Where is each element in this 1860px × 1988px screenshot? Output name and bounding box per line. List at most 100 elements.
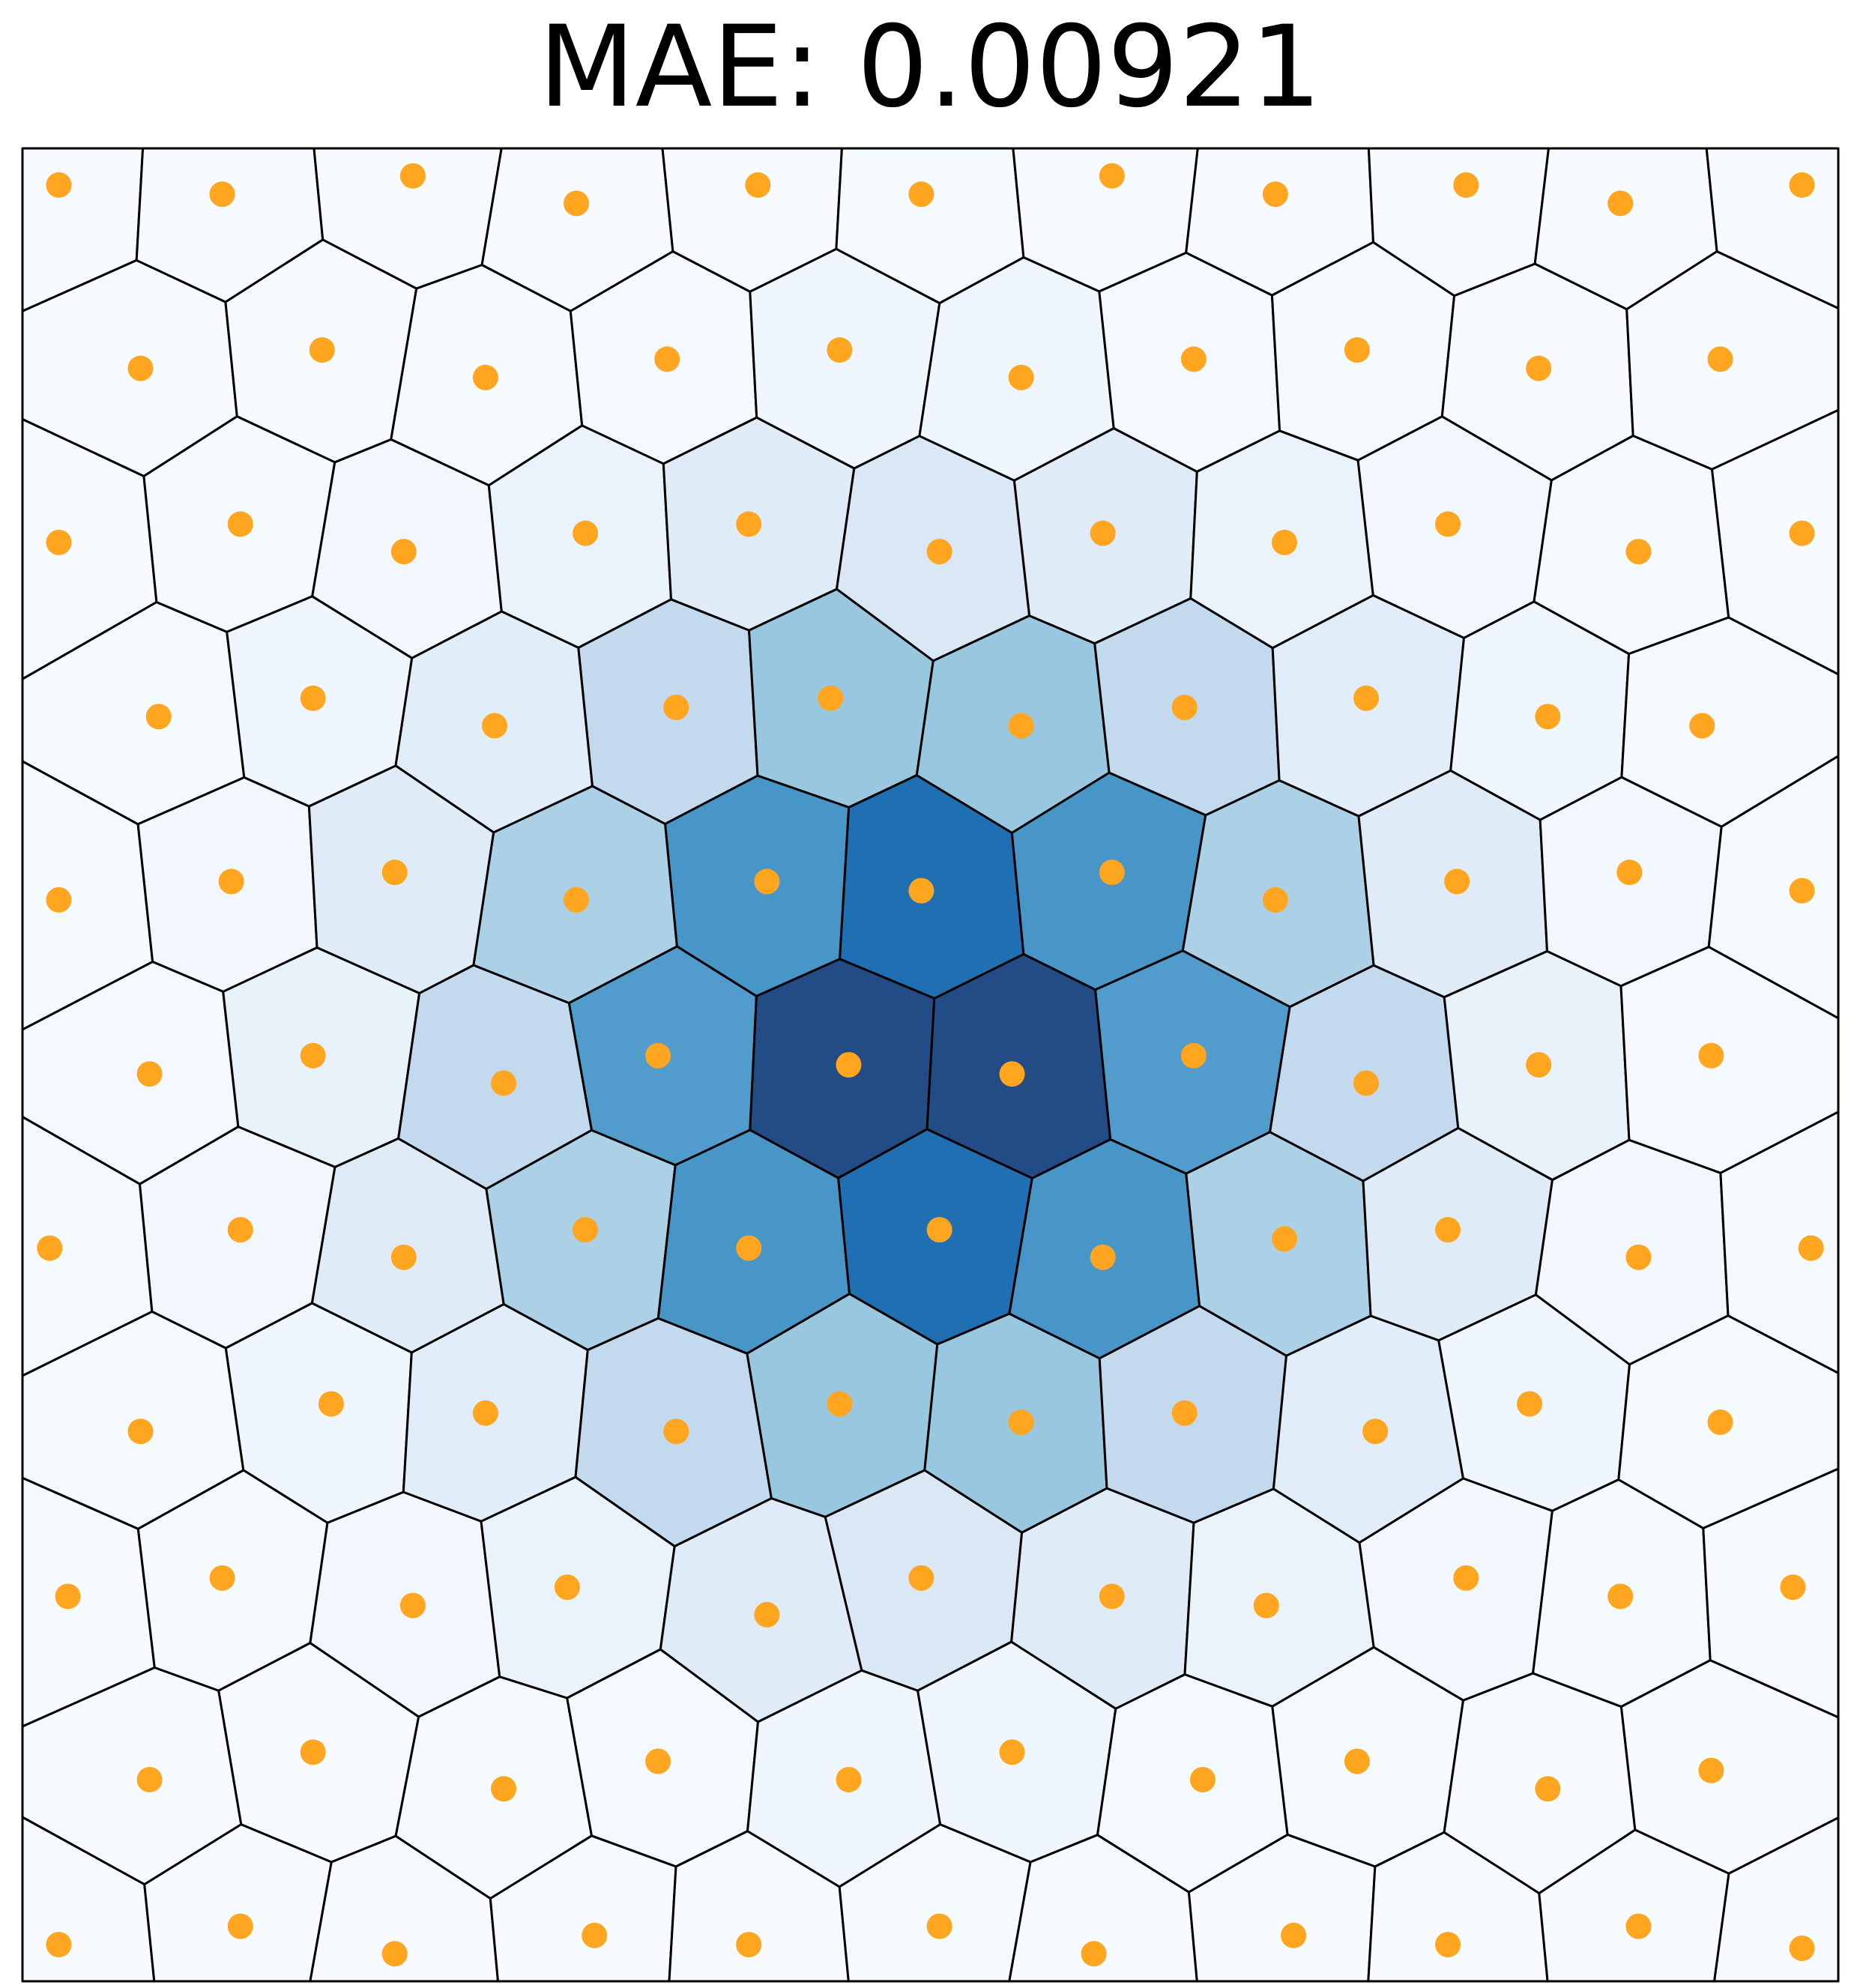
voronoi-cell	[835, 147, 1025, 304]
sample-point	[491, 1776, 517, 1802]
sample-point	[736, 1932, 762, 1958]
sample-point	[736, 1235, 762, 1261]
sample-point	[1789, 1935, 1815, 1961]
sample-point	[564, 190, 590, 217]
sample-point	[573, 520, 599, 546]
sample-point	[654, 346, 680, 372]
sample-point	[663, 1419, 689, 1445]
sample-point	[55, 1583, 81, 1610]
sample-point	[481, 713, 507, 739]
sample-point	[1535, 704, 1561, 730]
cells	[21, 147, 1840, 1983]
voronoi-cell	[1367, 147, 1550, 297]
sample-point	[926, 1913, 952, 1939]
sample-point	[1444, 868, 1470, 895]
voronoi-cell	[1185, 147, 1374, 297]
sample-point	[1780, 1574, 1806, 1601]
sample-point	[1625, 539, 1652, 565]
sample-point	[582, 1922, 608, 1948]
sample-point	[573, 1217, 599, 1243]
sample-point	[1607, 1583, 1634, 1610]
sample-point	[46, 1932, 72, 1958]
sample-point	[1262, 181, 1288, 208]
sample-point	[645, 1748, 671, 1774]
sample-point	[645, 1042, 671, 1069]
sample-point	[390, 539, 417, 565]
sample-point	[227, 511, 253, 537]
sample-point	[1526, 1052, 1552, 1078]
sample-point	[136, 1061, 163, 1087]
sample-point	[227, 1217, 253, 1243]
sample-point	[399, 1592, 426, 1619]
sample-point	[1625, 1913, 1652, 1939]
sample-point	[1253, 1592, 1279, 1619]
sample-point	[1090, 1244, 1116, 1270]
sample-point	[1171, 695, 1198, 721]
sample-point	[218, 868, 244, 895]
sample-point	[300, 1739, 326, 1765]
sample-point	[1189, 1766, 1216, 1792]
sample-point	[754, 1601, 780, 1628]
sample-point	[1798, 1235, 1824, 1261]
sample-point	[1271, 1226, 1297, 1252]
sample-point	[136, 1766, 163, 1792]
voronoi-cell	[1012, 147, 1199, 293]
sample-point	[472, 364, 498, 390]
sample-point	[37, 1235, 63, 1261]
sample-point	[818, 685, 844, 711]
sample-point	[472, 1400, 498, 1426]
sample-point	[564, 886, 590, 913]
sample-point	[1625, 1244, 1652, 1270]
sample-point	[1099, 163, 1125, 189]
sample-point	[1090, 520, 1116, 546]
sample-point	[827, 1391, 853, 1417]
sample-point	[1789, 877, 1815, 904]
sample-point	[1689, 713, 1715, 739]
voronoi-cell	[135, 147, 324, 303]
sample-point	[127, 355, 154, 381]
sample-point	[1344, 337, 1370, 363]
sample-point	[1616, 859, 1643, 886]
sample-point	[908, 181, 934, 208]
sample-point	[1281, 1922, 1307, 1948]
sample-point	[390, 1244, 417, 1270]
sample-point	[554, 1574, 580, 1601]
sample-point	[46, 886, 72, 913]
sample-point	[145, 704, 172, 730]
sample-point	[381, 859, 408, 886]
sample-point	[1008, 364, 1034, 390]
sample-point	[999, 1061, 1025, 1087]
sample-point	[736, 511, 762, 537]
voronoi-cell	[661, 147, 843, 293]
sample-point	[754, 868, 780, 895]
sample-point	[399, 163, 426, 189]
sample-point	[1698, 1757, 1724, 1783]
sample-point	[1707, 1409, 1733, 1435]
sample-point	[46, 172, 72, 198]
sample-point	[827, 337, 853, 363]
sample-point	[1517, 1391, 1543, 1417]
sample-point	[926, 539, 952, 565]
sample-point	[1526, 355, 1552, 381]
points	[37, 163, 1824, 1967]
sample-point	[381, 1941, 408, 1967]
voronoi-cell	[1533, 147, 1718, 311]
sample-point	[46, 529, 72, 555]
sample-point	[1099, 1583, 1125, 1610]
sample-point	[209, 1565, 235, 1591]
sample-point	[1698, 1042, 1724, 1069]
voronoi-cell	[480, 147, 674, 312]
sample-point	[1353, 685, 1380, 711]
sample-point	[836, 1052, 862, 1078]
sample-point	[209, 181, 235, 208]
sample-point	[300, 1042, 326, 1069]
sample-point	[1180, 1042, 1207, 1069]
sample-point	[1353, 1070, 1380, 1096]
sample-point	[1171, 1400, 1198, 1426]
sample-point	[926, 1217, 952, 1243]
sample-point	[1081, 1941, 1107, 1967]
sample-point	[300, 685, 326, 711]
sample-point	[663, 695, 689, 721]
sample-point	[1271, 529, 1297, 555]
